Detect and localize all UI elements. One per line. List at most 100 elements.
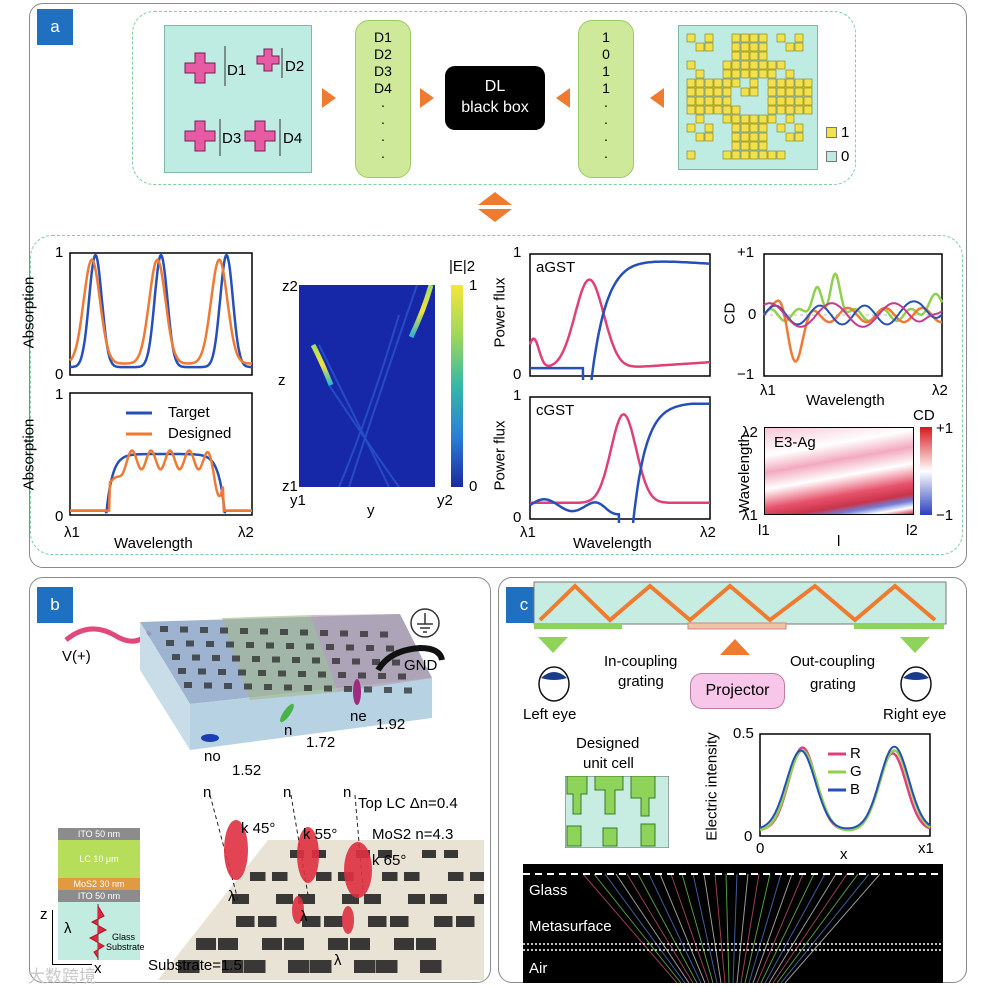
metasurface-block xyxy=(474,894,484,904)
field-beams xyxy=(310,285,434,487)
left-eye-icon xyxy=(538,666,570,702)
pattern-block xyxy=(346,644,354,651)
intensity-xmax: x1 xyxy=(918,840,934,857)
substrate-label-small: Substrate xyxy=(106,942,145,952)
intensity-xmin: 0 xyxy=(756,840,765,857)
metasurface-block xyxy=(470,872,484,881)
pattern-block xyxy=(180,626,188,633)
pixel-cell xyxy=(767,78,777,88)
binary-list: 1 0 1 1 · · · · xyxy=(578,20,634,178)
power-flux-bottom-chart xyxy=(529,396,711,523)
arrow-left-1 xyxy=(556,88,570,108)
in-coupling-line1: In-coupling xyxy=(604,653,678,670)
pixel-cell xyxy=(731,141,741,151)
pixel-cell xyxy=(794,87,804,97)
intensity-ymax: 0.5 xyxy=(733,725,754,742)
sim-ray xyxy=(714,873,726,983)
n-e-label: ne xyxy=(350,708,367,725)
metasurface-block xyxy=(290,850,304,858)
pixel-cell xyxy=(704,33,714,43)
metasurface-block xyxy=(196,938,216,950)
pattern-block xyxy=(312,657,320,664)
sim-ray xyxy=(760,873,815,983)
field-z-bottom: z1 xyxy=(282,478,298,495)
pattern-block xyxy=(266,642,274,649)
pixel-cell xyxy=(722,78,732,88)
dim-item: · xyxy=(380,114,386,130)
pattern-block xyxy=(360,631,368,637)
cd-map-tag: E3-Ag xyxy=(774,434,816,451)
right-eye-label: Right eye xyxy=(883,706,947,723)
voltage-label: V(+) xyxy=(62,648,91,665)
pattern-block xyxy=(226,641,234,648)
metasurface-block xyxy=(178,960,200,973)
ground-label: GND xyxy=(404,657,438,674)
metasurface-block xyxy=(342,894,359,904)
pixel-cell xyxy=(758,69,768,79)
pattern-block xyxy=(404,687,412,694)
stack-x-axis: x xyxy=(94,960,102,977)
arrow-right-1 xyxy=(322,88,336,108)
dim-item: D3 xyxy=(374,63,392,79)
pixel-cell xyxy=(749,33,759,43)
mos2-label: MoS2 n=4.3 xyxy=(372,826,454,843)
metasurface-block xyxy=(368,916,387,927)
pixel-cell xyxy=(749,114,759,124)
out-coupling-line2: grating xyxy=(810,676,856,693)
binary-item: · xyxy=(603,114,609,130)
abs-xlabel: Wavelength xyxy=(114,535,193,552)
panel-a-tag: a xyxy=(37,9,73,45)
pixel-cell xyxy=(731,132,741,142)
power-top-ymax: 1 xyxy=(513,244,522,261)
pixel-cell xyxy=(722,87,732,97)
metasurface-block xyxy=(288,960,310,973)
pattern-block xyxy=(198,668,206,675)
pixel-cell xyxy=(758,60,768,70)
sim-ray xyxy=(681,873,714,983)
pattern-block xyxy=(298,671,306,677)
metasurface-block xyxy=(328,938,348,950)
light-path xyxy=(538,583,937,623)
sim-ray xyxy=(776,873,859,983)
dim-item: D1 xyxy=(374,29,392,45)
left-eye-label: Left eye xyxy=(523,706,577,723)
sim-ray xyxy=(659,873,706,983)
power-top-tag: aGST xyxy=(536,259,576,276)
pattern-block xyxy=(264,684,272,690)
n-o-value: 1.52 xyxy=(232,762,262,779)
field-y-right: y2 xyxy=(437,492,453,509)
cd-xmin: λ1 xyxy=(760,382,776,399)
pattern-block xyxy=(344,686,352,692)
pixel-cell xyxy=(776,60,786,70)
metasurface-block xyxy=(284,938,304,950)
pixel-cell xyxy=(794,42,804,52)
metasurface-illustration xyxy=(158,794,484,980)
simulation-image: Glass Metasurface Air xyxy=(523,864,943,983)
layer-stack: ITO 50 nm LC 10 μm MoS2 30 nm ITO 50 nm … xyxy=(58,828,145,963)
pixel-cell xyxy=(749,141,759,151)
pixel-cell xyxy=(758,33,768,43)
pixel-cell xyxy=(785,132,795,142)
pixel-cell xyxy=(695,114,705,124)
pixel-cell xyxy=(704,42,714,52)
n-line-label-1: n xyxy=(203,784,212,801)
pattern-block xyxy=(184,682,192,688)
pattern-block xyxy=(220,627,228,634)
pixel-cell xyxy=(740,60,750,70)
pattern-block xyxy=(364,686,372,693)
pixel-cell xyxy=(794,123,804,133)
metasurface-block xyxy=(232,894,249,904)
results-box xyxy=(30,235,963,555)
pixel-cell xyxy=(749,51,759,61)
field-colorbar xyxy=(451,285,463,487)
pixel-cell xyxy=(758,123,768,133)
cd-xlabel: Wavelength xyxy=(806,392,885,409)
pixel-cell xyxy=(785,96,795,106)
lambda-label-2: λ xyxy=(300,908,308,925)
sim-ray xyxy=(692,873,718,983)
metasurface-block xyxy=(276,894,293,904)
field-z-top: z2 xyxy=(282,278,298,295)
pixel-cell xyxy=(785,69,795,79)
n-e-value: 1.92 xyxy=(376,716,406,733)
pattern-block xyxy=(372,659,380,665)
